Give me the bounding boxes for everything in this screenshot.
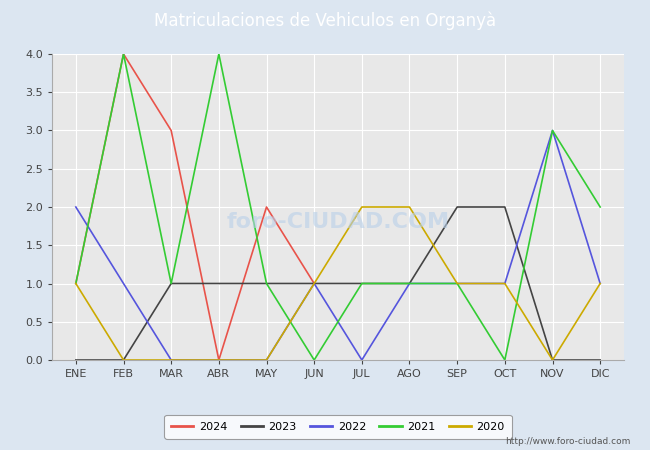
Text: Matriculaciones de Vehiculos en Organyà: Matriculaciones de Vehiculos en Organyà <box>154 11 496 30</box>
Text: http://www.foro-ciudad.com: http://www.foro-ciudad.com <box>505 436 630 446</box>
Text: foro-CIUDAD.COM: foro-CIUDAD.COM <box>226 212 450 232</box>
Legend: 2024, 2023, 2022, 2021, 2020: 2024, 2023, 2022, 2021, 2020 <box>164 414 512 439</box>
